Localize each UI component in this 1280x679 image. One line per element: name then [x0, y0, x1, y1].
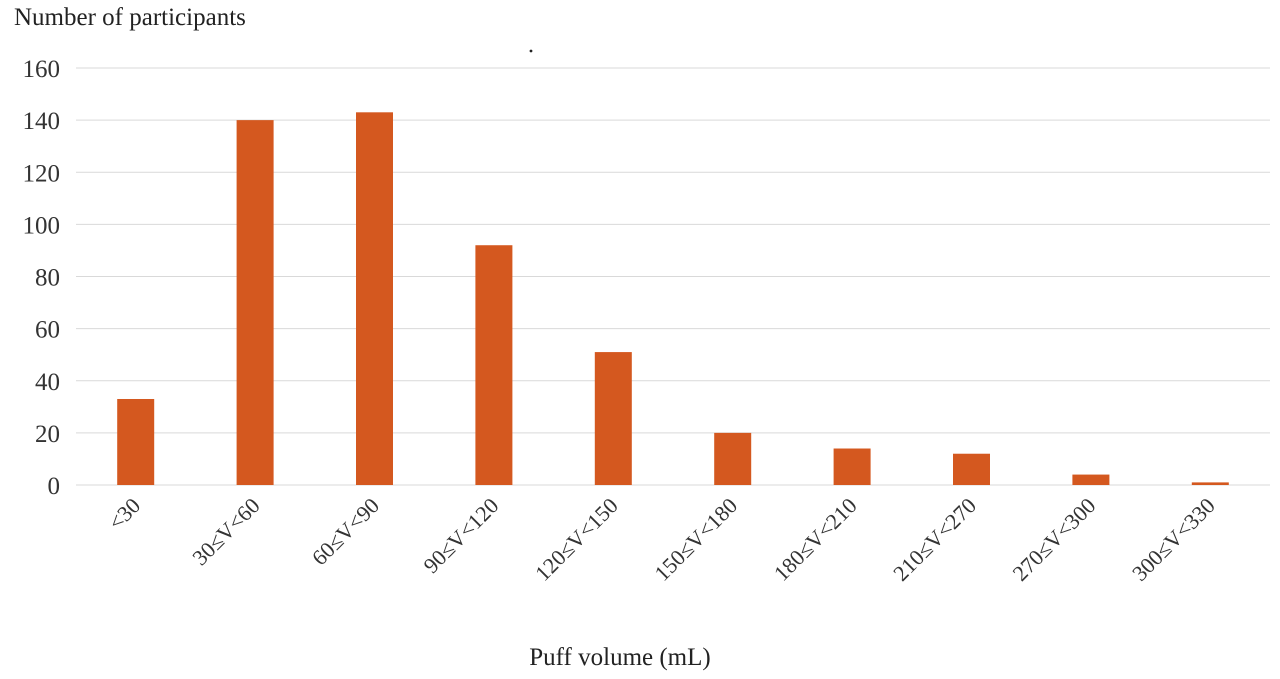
y-tick-labels: 0 20 40 60 80 100 120 140 160 [23, 56, 61, 500]
x-tick-label: 120≤V<150 [530, 493, 623, 586]
x-tick-label: 180≤V<210 [769, 493, 862, 586]
x-tick-label: 270≤V<300 [1008, 493, 1101, 586]
y-tick-label: 100 [23, 212, 61, 239]
x-tick-label: 210≤V<270 [888, 493, 981, 586]
x-tick-label: 90≤V<120 [418, 493, 503, 578]
x-tick-labels: <30 30≤V<60 60≤V<90 90≤V<120 120≤V<150 150≤V<… [103, 493, 1220, 586]
bar-3 [475, 245, 513, 485]
gridlines [76, 67, 1270, 486]
bar-4 [594, 352, 632, 485]
bar-8 [1072, 474, 1110, 485]
y-tick-label: 160 [23, 56, 61, 83]
bar-2 [356, 112, 393, 486]
bar-7 [953, 453, 990, 485]
y-tick-label: 120 [23, 160, 61, 187]
bar-9 [1191, 482, 1229, 485]
stray-dot-mark [529, 49, 533, 53]
y-tick-label: 80 [35, 265, 60, 292]
bars [117, 112, 1229, 486]
x-tick-label: 60≤V<90 [307, 493, 384, 570]
bar-1 [236, 120, 274, 485]
y-axis-title: Number of participants [14, 4, 246, 31]
bar-5 [714, 432, 752, 485]
x-tick-label: 30≤V<60 [187, 493, 264, 570]
y-tick-label: 0 [48, 473, 61, 500]
bar-6 [833, 448, 871, 485]
y-tick-label: 40 [35, 369, 60, 396]
x-tick-label: 300≤V<330 [1127, 493, 1220, 586]
bar-0 [117, 398, 155, 485]
x-tick-label: <30 [103, 493, 145, 535]
x-tick-label: 150≤V<180 [649, 493, 742, 586]
y-tick-label: 20 [35, 421, 60, 448]
y-tick-label: 140 [23, 108, 61, 135]
y-tick-label: 60 [35, 317, 60, 344]
x-axis-title: Puff volume (mL) [529, 644, 711, 671]
